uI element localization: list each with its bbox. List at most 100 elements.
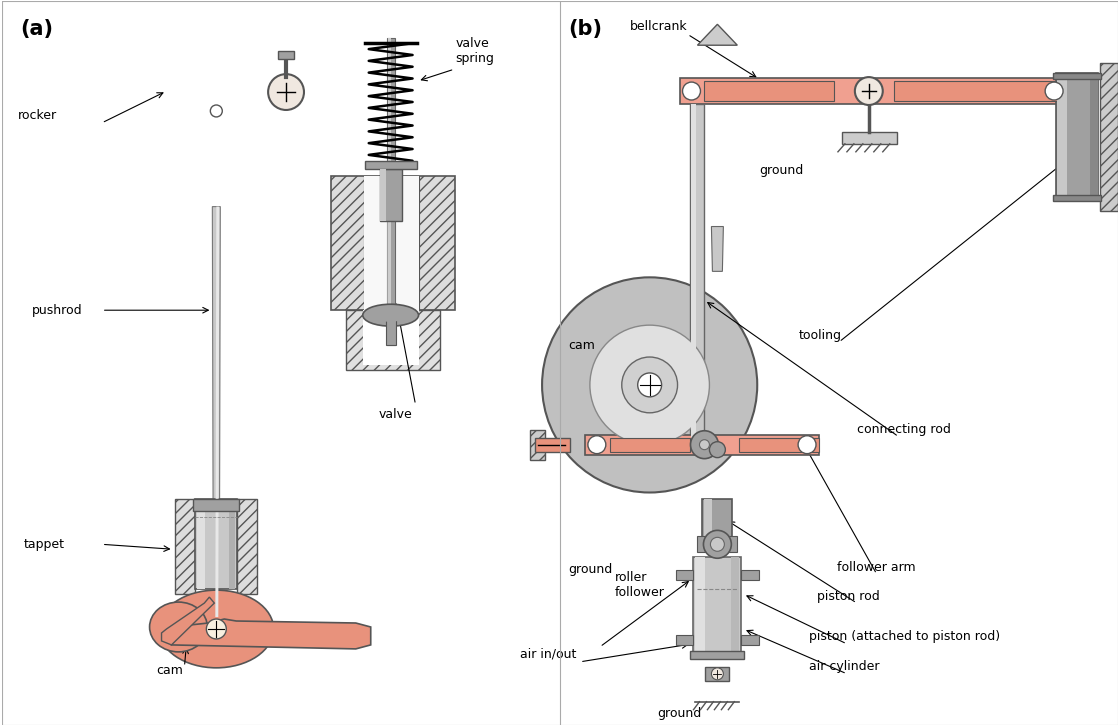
Circle shape [711, 668, 724, 680]
Bar [386, 38, 394, 345]
Bar [691, 104, 704, 438]
Circle shape [588, 436, 606, 454]
Bar [609, 438, 690, 452]
Bar [386, 176, 394, 310]
Text: air in/out: air in/out [520, 648, 577, 661]
Bar [842, 132, 897, 144]
Circle shape [268, 74, 304, 110]
Bar [237, 499, 258, 594]
Text: cam: cam [568, 338, 595, 351]
Bar [278, 52, 295, 59]
Text: ground: ground [568, 563, 613, 576]
Bar [675, 570, 693, 580]
Text: (b): (b) [568, 20, 601, 39]
Bar [230, 499, 235, 589]
Bar [365, 160, 417, 168]
Text: pushrod: pushrod [32, 303, 83, 317]
Bar [1100, 63, 1118, 211]
Circle shape [542, 277, 757, 492]
Bar [197, 499, 205, 589]
Text: valve: valve [456, 37, 489, 49]
Bar [388, 38, 391, 345]
Bar [691, 104, 697, 438]
Circle shape [206, 619, 226, 639]
Circle shape [799, 436, 816, 454]
Circle shape [691, 431, 718, 459]
Text: connecting rod: connecting rod [857, 423, 951, 436]
Bar [330, 176, 456, 310]
Bar [675, 635, 693, 645]
Text: roller: roller [615, 571, 647, 584]
Circle shape [1045, 82, 1063, 100]
Bar [739, 438, 819, 452]
Bar [585, 435, 819, 454]
Bar [691, 651, 745, 659]
Bar [1053, 73, 1101, 79]
Bar [706, 667, 729, 681]
Polygon shape [711, 227, 724, 272]
Text: ground: ground [657, 707, 701, 720]
Polygon shape [161, 597, 214, 645]
Circle shape [700, 440, 709, 449]
Circle shape [855, 77, 883, 105]
Circle shape [211, 105, 222, 117]
Bar [1057, 73, 1067, 200]
Text: valve: valve [379, 408, 412, 421]
Bar [1056, 73, 1098, 200]
Polygon shape [213, 207, 221, 617]
Bar [194, 499, 240, 511]
Polygon shape [215, 207, 220, 617]
Text: (a): (a) [20, 20, 53, 39]
Circle shape [682, 82, 700, 100]
Bar [380, 168, 385, 221]
Bar [731, 558, 739, 659]
Bar [535, 438, 570, 452]
Text: bellcrank: bellcrank [629, 20, 688, 33]
Polygon shape [698, 24, 737, 45]
Text: ground: ground [759, 164, 803, 177]
Ellipse shape [150, 602, 207, 652]
Polygon shape [171, 619, 371, 649]
Bar [693, 558, 741, 659]
Bar [364, 176, 419, 310]
Text: cam: cam [157, 664, 184, 677]
Circle shape [703, 531, 731, 558]
Ellipse shape [159, 590, 273, 668]
Text: follower: follower [615, 586, 664, 599]
Bar [704, 81, 834, 101]
Bar [729, 537, 737, 552]
Bar [1090, 73, 1098, 200]
Text: tooling: tooling [799, 329, 842, 342]
Circle shape [590, 325, 709, 445]
Bar [698, 537, 706, 552]
Bar [680, 78, 1066, 104]
Text: follower arm: follower arm [837, 560, 915, 574]
Bar [364, 176, 419, 310]
Bar [741, 570, 759, 580]
Bar [1053, 195, 1101, 200]
Bar [176, 499, 195, 594]
Text: air cylinder: air cylinder [809, 661, 879, 673]
Bar [195, 499, 237, 589]
Bar [346, 310, 440, 370]
Circle shape [637, 373, 662, 397]
Text: piston (attached to piston rod): piston (attached to piston rod) [809, 630, 1000, 643]
Text: spring: spring [456, 52, 494, 65]
Bar [704, 499, 712, 539]
Bar [741, 635, 759, 645]
Circle shape [622, 357, 678, 413]
Bar [385, 315, 395, 345]
Bar [380, 168, 402, 221]
Circle shape [709, 441, 726, 457]
Text: tappet: tappet [24, 538, 65, 551]
Text: rocker: rocker [18, 110, 57, 123]
Bar [363, 310, 419, 365]
Ellipse shape [381, 312, 401, 322]
Circle shape [710, 537, 725, 551]
Bar [696, 558, 706, 659]
Bar [702, 499, 732, 539]
Bar [530, 430, 545, 460]
Text: piston rod: piston rod [816, 590, 880, 603]
Ellipse shape [363, 304, 419, 326]
Bar [894, 81, 1058, 101]
